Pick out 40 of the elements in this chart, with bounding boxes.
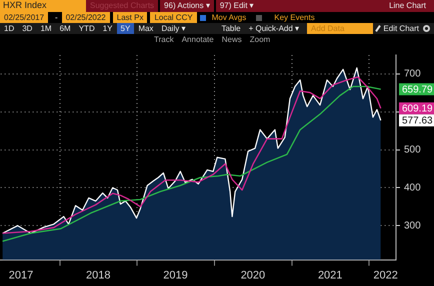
annotation: 659.79 [402, 84, 434, 96]
text: 02/25/2022 [62, 12, 110, 23]
text: + Quick-Add ▾ [248, 23, 300, 34]
text: - [54, 12, 59, 23]
text: 1D [3, 23, 16, 34]
text: 97) Edit ▾ [214, 0, 258, 12]
text: YTD [78, 23, 96, 34]
text: Max [137, 23, 154, 34]
text: Daily ▾ [160, 23, 186, 34]
x-tick-label: 2017 [8, 269, 34, 282]
text: Annotate [180, 34, 215, 45]
x-tick-label: 2018 [86, 269, 110, 282]
text: News [220, 34, 243, 45]
x-tick-label: 2021 [318, 269, 342, 282]
chart-title: HXR Index [0, 0, 86, 12]
text: Line Chart [388, 0, 427, 12]
text: Mov Avgs [210, 12, 248, 23]
text: 1M [39, 23, 53, 34]
y-tick-label: 400 [404, 182, 422, 194]
text: 3D [21, 23, 34, 34]
y-tick-label: 500 [404, 144, 422, 156]
text: 02/25/2017 [0, 12, 48, 23]
text: Local CCY [150, 12, 197, 23]
annotation: 609.19 [402, 104, 434, 115]
text: Key Events [273, 12, 316, 23]
text: Zoom [248, 34, 272, 45]
x-tick-label: 2019 [163, 269, 188, 282]
text: Table [220, 23, 242, 34]
text: Track [153, 34, 175, 45]
text: 96) Actions ▾ [158, 0, 214, 12]
text: Last Px [112, 12, 148, 23]
text: 1Y [102, 23, 114, 34]
text: 5Y [116, 23, 134, 34]
x-tick-label: 2022 [373, 269, 398, 282]
text: Edit Chart [382, 23, 420, 34]
y-tick-label: 700 [404, 68, 422, 80]
x-tick-label: 2020 [240, 269, 266, 282]
annotation: 577.63 [402, 116, 434, 127]
y-tick-label: 300 [404, 220, 422, 232]
text: 6M [58, 23, 72, 34]
